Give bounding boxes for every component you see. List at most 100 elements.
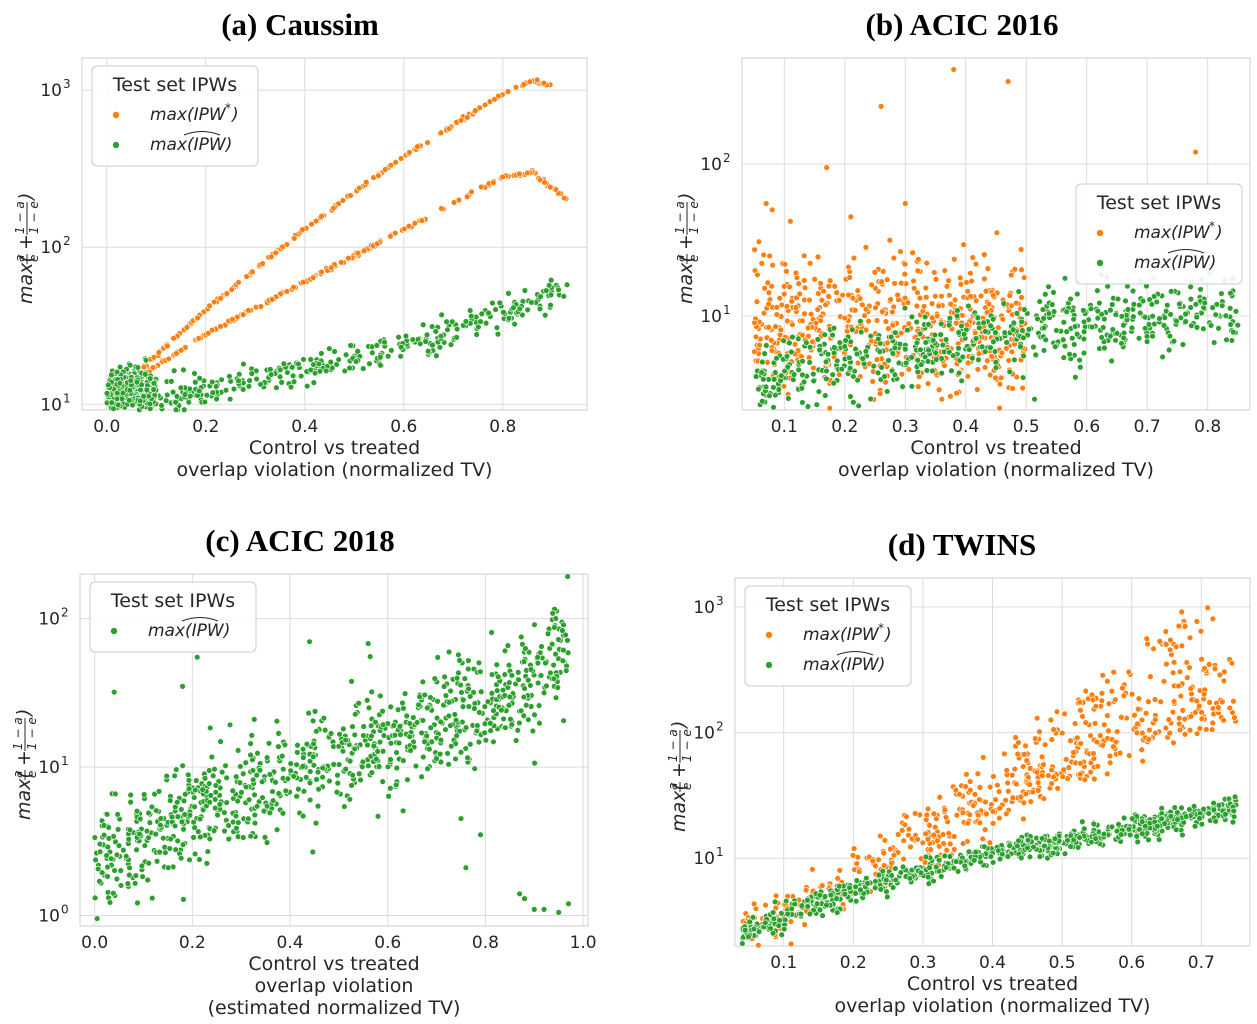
data-point [538,643,545,650]
data-point [1117,831,1125,838]
data-point [878,364,885,371]
x-tick-label: 0.6 [1118,953,1145,973]
data-point [825,282,833,290]
data-point [1166,729,1173,737]
data-point [785,395,792,402]
data-point [1112,696,1119,703]
data-point [850,254,858,262]
data-point [791,341,799,348]
data-point [955,329,962,336]
data-point [1188,322,1195,329]
data-point [959,353,966,361]
data-point [1219,698,1226,706]
data-point [339,747,347,755]
data-point [114,811,121,818]
data-point [947,840,954,848]
data-point [799,371,806,379]
data-point [345,254,352,262]
data-point [780,283,788,290]
data-point [1038,753,1046,760]
data-point [759,398,766,405]
data-point [941,267,948,274]
data-point [923,294,930,301]
data-point [797,910,805,918]
data-point [369,349,376,356]
data-point [1071,323,1079,330]
data-point [887,845,894,853]
data-point [238,789,245,796]
data-point [126,871,133,879]
data-point [1141,313,1149,321]
data-point [1077,760,1084,767]
frac-num: a [666,783,680,790]
data-point [134,899,141,907]
data-point [149,894,156,902]
data-point [755,942,762,949]
data-point [560,717,567,724]
data-point [235,819,242,826]
data-point [1080,318,1088,326]
data-point [106,899,114,906]
data-point [104,843,111,851]
data-point [459,703,467,710]
data-point [1104,678,1111,685]
data-point [150,354,158,361]
data-point [932,292,939,300]
data-point [178,806,185,813]
data-point [426,745,433,753]
x-tick-label: 0.2 [840,953,867,973]
data-point [914,267,921,274]
legend-marker [765,631,773,639]
data-point [377,692,384,700]
data-point [113,851,121,858]
y-tick-label: 10 1 [700,303,730,327]
data-point [781,925,788,933]
data-point [290,235,298,242]
data-point [1157,698,1164,705]
data-point [990,773,997,780]
data-point [457,681,464,689]
close-paren: ) [13,709,35,718]
data-point [1048,780,1055,787]
data-point [1145,836,1152,844]
data-point [174,798,181,806]
data-point [889,884,897,891]
data-point [419,321,427,328]
data-point [919,839,927,847]
data-point [1091,720,1099,727]
x-axis-label: Control vs treated [907,973,1078,995]
data-point [293,793,300,800]
data-point [1187,713,1195,720]
data-point [1012,299,1020,307]
data-point [409,336,416,343]
data-point [370,742,378,750]
data-point [859,301,866,309]
data-point [560,621,567,628]
data-point [173,350,180,357]
data-point [854,287,862,294]
x-tick-label: 0.7 [1188,953,1215,973]
data-point [913,318,920,326]
frac-den: e [25,771,39,778]
data-point [194,314,201,322]
data-point [185,785,193,792]
data-point [311,708,319,715]
data-point [295,360,302,368]
data-point [1112,311,1120,318]
data-point [462,318,470,325]
data-point [885,357,892,364]
data-point [864,880,871,887]
data-point [520,693,528,701]
data-point [397,731,404,738]
data-point [1087,305,1095,313]
data-point [981,843,988,850]
data-point [1022,790,1030,798]
data-point [899,863,907,871]
data-point [424,704,431,712]
data-point [1050,726,1057,733]
legend-label: max(IPW [803,625,880,645]
data-point [964,819,971,827]
data-point [1015,288,1022,295]
